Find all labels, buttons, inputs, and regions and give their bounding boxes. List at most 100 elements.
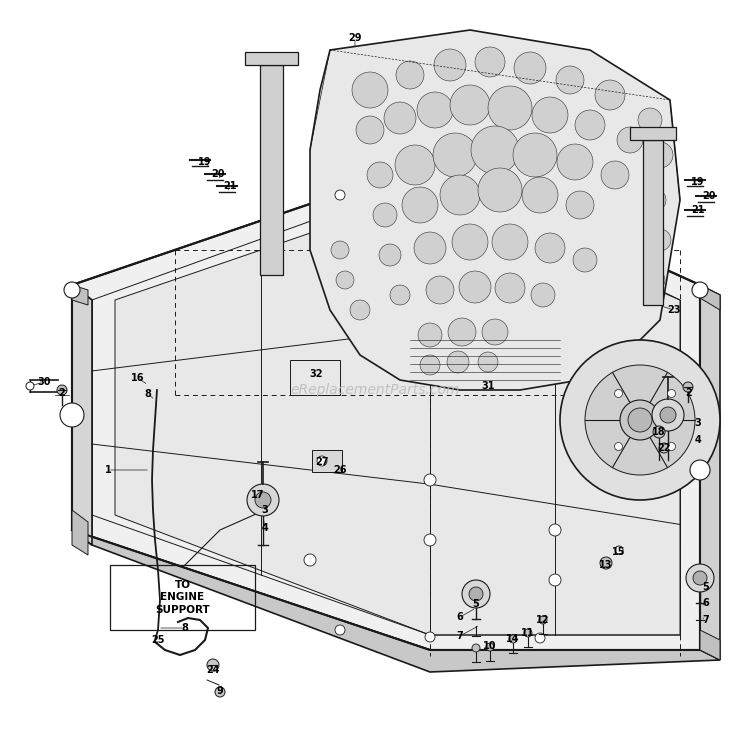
Circle shape	[690, 460, 710, 480]
Polygon shape	[260, 65, 283, 275]
Polygon shape	[700, 285, 720, 310]
Polygon shape	[630, 127, 676, 140]
Circle shape	[514, 52, 546, 84]
Text: 14: 14	[506, 634, 520, 644]
Text: 20: 20	[702, 191, 715, 201]
Circle shape	[566, 191, 594, 219]
Circle shape	[352, 72, 388, 108]
Text: 7: 7	[457, 631, 464, 641]
Text: 21: 21	[224, 181, 237, 191]
Text: 10: 10	[483, 641, 496, 651]
Circle shape	[614, 442, 622, 451]
Text: 22: 22	[657, 443, 670, 453]
Text: 20: 20	[211, 169, 225, 179]
Text: eReplacementParts.com: eReplacementParts.com	[290, 383, 460, 397]
Circle shape	[475, 47, 505, 77]
Circle shape	[215, 687, 225, 697]
Circle shape	[414, 232, 446, 264]
Circle shape	[471, 126, 519, 174]
Polygon shape	[72, 285, 92, 545]
Circle shape	[482, 319, 508, 345]
Circle shape	[395, 145, 435, 185]
Circle shape	[350, 300, 370, 320]
Bar	[110, 565, 255, 630]
Circle shape	[645, 270, 665, 290]
Text: 7: 7	[703, 615, 709, 625]
Circle shape	[644, 189, 666, 211]
Polygon shape	[72, 510, 88, 555]
Circle shape	[653, 426, 665, 438]
Polygon shape	[310, 30, 680, 390]
Text: 12: 12	[536, 615, 550, 625]
Bar	[312, 450, 342, 472]
Circle shape	[57, 385, 67, 395]
Circle shape	[335, 190, 345, 200]
Circle shape	[535, 633, 545, 643]
Circle shape	[331, 241, 349, 259]
Circle shape	[452, 224, 488, 260]
Circle shape	[659, 443, 669, 453]
Circle shape	[683, 382, 693, 392]
Circle shape	[478, 352, 498, 372]
Text: 16: 16	[131, 373, 145, 383]
Circle shape	[492, 224, 528, 260]
Circle shape	[379, 244, 401, 266]
Circle shape	[448, 318, 476, 346]
Circle shape	[652, 399, 684, 431]
Text: 8: 8	[182, 623, 188, 633]
Circle shape	[692, 282, 708, 298]
Circle shape	[64, 282, 80, 298]
Text: 27: 27	[315, 457, 328, 467]
Circle shape	[417, 92, 453, 128]
Circle shape	[317, 456, 327, 466]
Circle shape	[247, 484, 279, 516]
Text: 2: 2	[58, 388, 65, 398]
Circle shape	[425, 632, 435, 642]
Text: 17: 17	[251, 490, 265, 500]
Circle shape	[450, 85, 490, 125]
Text: 5: 5	[703, 582, 709, 592]
Circle shape	[390, 285, 410, 305]
Circle shape	[638, 108, 662, 132]
Text: 3: 3	[262, 505, 268, 515]
Circle shape	[440, 175, 480, 215]
Circle shape	[420, 355, 440, 375]
Polygon shape	[245, 52, 298, 65]
Circle shape	[524, 629, 532, 637]
Circle shape	[469, 587, 483, 601]
Circle shape	[509, 635, 517, 643]
Polygon shape	[72, 163, 700, 650]
Text: 18: 18	[652, 427, 666, 437]
Circle shape	[595, 80, 625, 110]
Polygon shape	[72, 530, 720, 672]
Text: 13: 13	[599, 560, 613, 570]
Circle shape	[396, 61, 424, 89]
Circle shape	[617, 127, 643, 153]
Circle shape	[693, 571, 707, 585]
Circle shape	[255, 492, 271, 508]
Circle shape	[367, 162, 393, 188]
Text: 15: 15	[612, 547, 626, 557]
Text: 5: 5	[472, 599, 479, 609]
Circle shape	[513, 133, 557, 177]
Text: 1: 1	[104, 465, 111, 475]
Text: 24: 24	[206, 665, 220, 675]
Circle shape	[472, 644, 480, 652]
Polygon shape	[700, 285, 720, 660]
Circle shape	[424, 474, 436, 486]
Circle shape	[433, 133, 477, 177]
Circle shape	[356, 116, 384, 144]
Polygon shape	[643, 140, 663, 305]
Text: 23: 23	[668, 305, 681, 315]
Bar	[290, 360, 340, 395]
Circle shape	[426, 276, 454, 304]
Circle shape	[649, 229, 671, 251]
Circle shape	[207, 659, 219, 671]
Circle shape	[556, 66, 584, 94]
Circle shape	[600, 557, 612, 569]
Text: 19: 19	[692, 177, 705, 187]
Polygon shape	[700, 630, 720, 660]
Circle shape	[557, 144, 593, 180]
Circle shape	[488, 86, 532, 130]
Text: 21: 21	[692, 205, 705, 215]
